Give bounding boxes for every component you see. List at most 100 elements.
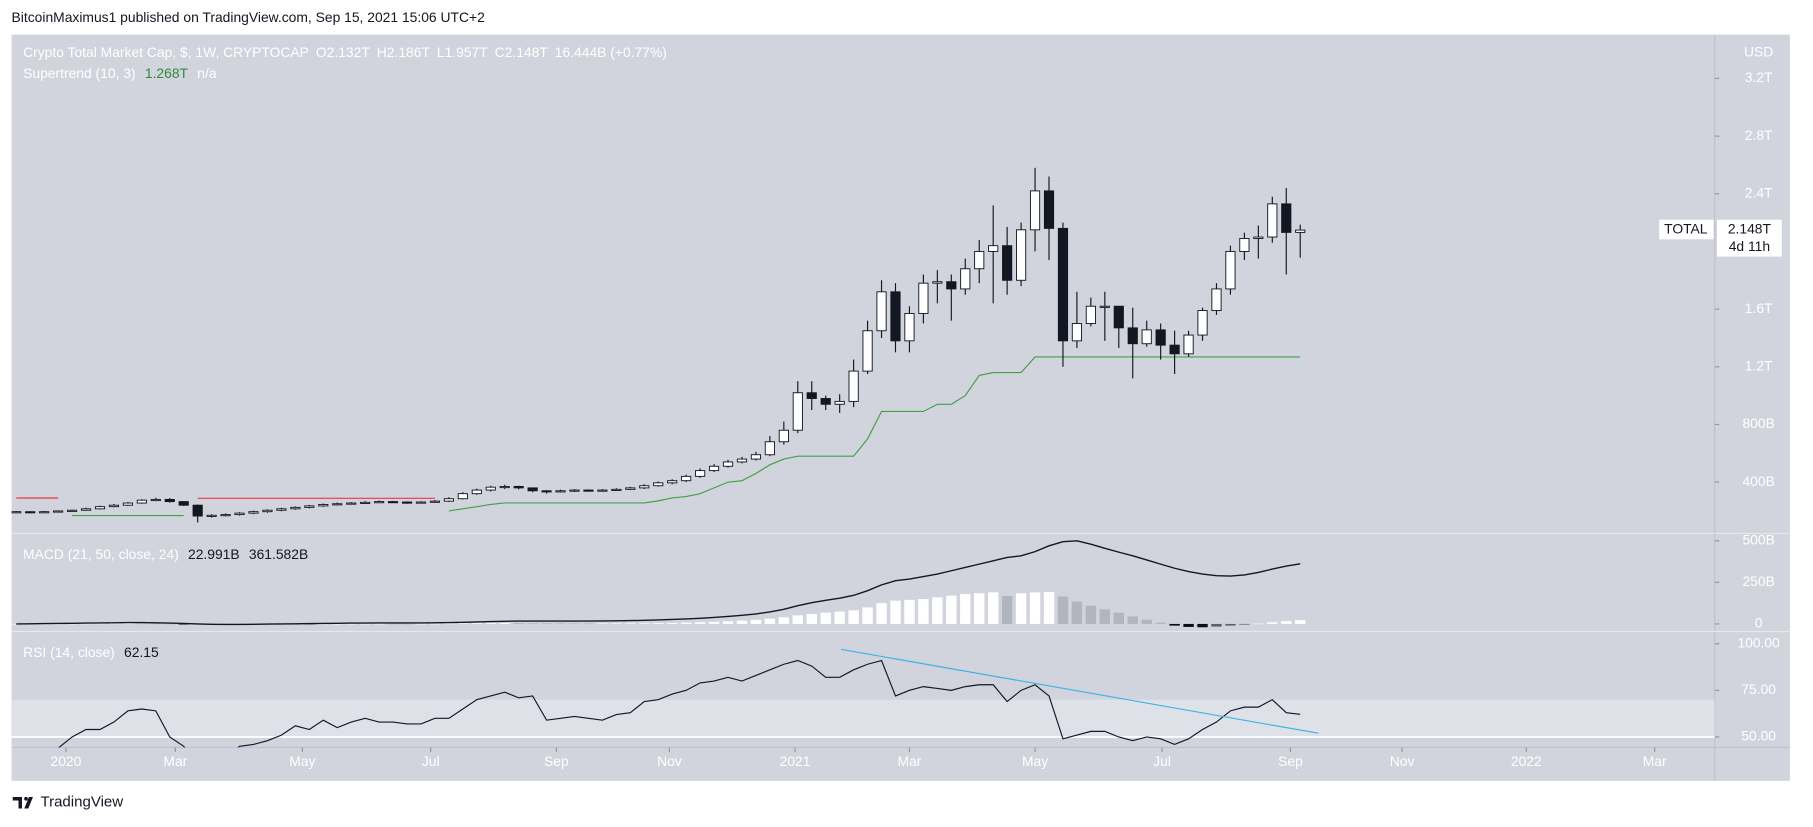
histogram-bar bbox=[722, 621, 734, 624]
candle-body bbox=[457, 493, 468, 500]
candle-body bbox=[53, 510, 64, 513]
histogram-bar bbox=[1113, 612, 1124, 624]
ohlc-key: C bbox=[495, 44, 505, 60]
histogram-bar bbox=[890, 600, 901, 624]
y-tick-label: 250B bbox=[1742, 573, 1774, 589]
histogram-bar bbox=[1155, 622, 1166, 624]
candle-body bbox=[1085, 305, 1096, 324]
candle-body bbox=[946, 281, 957, 290]
candle-body bbox=[1169, 344, 1180, 355]
histogram-bar bbox=[443, 623, 455, 625]
candle-body bbox=[1155, 329, 1166, 346]
candle-body bbox=[653, 482, 664, 487]
x-tick-label: 2020 bbox=[51, 753, 82, 769]
histogram-bar bbox=[932, 597, 943, 624]
y-tick-label: 2.4T bbox=[1745, 184, 1773, 200]
candle-body bbox=[360, 501, 371, 504]
candle-body bbox=[1183, 334, 1194, 355]
histogram-bar bbox=[1169, 623, 1180, 626]
candle-body bbox=[974, 250, 985, 270]
candle-body bbox=[332, 503, 343, 506]
axes: 2020 Mar May Jul Sep Nov 2021 Mar May Jul Sep Nov 20… bbox=[51, 69, 1782, 769]
histogram-bar bbox=[485, 623, 496, 624]
candle-body bbox=[806, 392, 817, 399]
y-tick-label: 1.6T bbox=[1745, 300, 1773, 316]
candle-body bbox=[1141, 329, 1152, 345]
change: 16.444B (+0.77%) bbox=[555, 44, 667, 60]
histogram-bar bbox=[597, 623, 608, 625]
ohlc-key: L bbox=[437, 44, 445, 60]
histogram-bar bbox=[625, 623, 636, 624]
x-tick-label: Sep bbox=[1278, 753, 1303, 769]
histogram-bar bbox=[750, 619, 762, 624]
candle-body bbox=[485, 486, 496, 491]
histogram-bar bbox=[974, 593, 985, 624]
candle-body bbox=[750, 454, 762, 460]
candle-body bbox=[192, 504, 203, 517]
candle-body bbox=[1127, 327, 1138, 345]
histogram-bar bbox=[694, 622, 706, 624]
histogram-bar bbox=[806, 613, 817, 624]
histogram-bar bbox=[332, 623, 343, 625]
rsi-value: 62.15 bbox=[124, 644, 159, 660]
price-label-box bbox=[1717, 219, 1782, 257]
candle-body bbox=[541, 490, 552, 493]
candle-body bbox=[681, 475, 692, 482]
histogram-bar bbox=[415, 623, 427, 625]
candle-body bbox=[1043, 190, 1055, 229]
candle-body bbox=[848, 370, 859, 402]
candle-body bbox=[597, 489, 608, 492]
candle-body bbox=[1113, 305, 1124, 329]
supertrend-line bbox=[72, 356, 1301, 517]
histogram-bar bbox=[1029, 592, 1041, 624]
histogram-bar bbox=[150, 623, 162, 625]
histogram-bar bbox=[555, 623, 566, 624]
candle-body bbox=[387, 501, 399, 504]
x-tick-label: Jul bbox=[422, 753, 440, 769]
y-tick-label: 1.2T bbox=[1745, 357, 1773, 373]
candle-body bbox=[108, 504, 120, 508]
ohlc-value: 2.148T bbox=[505, 44, 549, 60]
candle-body bbox=[1267, 203, 1278, 238]
y-tick-label: 500B bbox=[1742, 532, 1774, 548]
candle-body bbox=[262, 509, 273, 513]
histogram-bar bbox=[792, 615, 803, 624]
histogram-bar bbox=[471, 623, 483, 624]
histogram-bar bbox=[862, 607, 873, 624]
histogram-bar bbox=[1071, 601, 1083, 624]
candle-body bbox=[11, 511, 22, 514]
candle-body bbox=[25, 511, 36, 514]
rsi-band bbox=[11, 699, 1715, 737]
macd-title: MACD (21, 50, close, 24) bbox=[23, 545, 179, 561]
histogram-bar bbox=[1099, 609, 1111, 624]
histogram-bar bbox=[1267, 622, 1278, 624]
histogram-bar bbox=[1141, 619, 1152, 624]
histogram-bar bbox=[1253, 623, 1264, 625]
x-tick-label: Mar bbox=[1643, 753, 1667, 769]
x-tick-label: Jul bbox=[1153, 753, 1171, 769]
ohlc-value: 2.186T bbox=[387, 44, 431, 60]
candle-body bbox=[178, 501, 189, 506]
candle-body bbox=[960, 268, 971, 290]
candle-body bbox=[499, 485, 510, 489]
candle-body bbox=[415, 501, 427, 504]
x-tick-label: May bbox=[289, 753, 315, 769]
candle-body bbox=[1016, 229, 1027, 281]
histogram-bar bbox=[987, 592, 999, 624]
x-tick-label: May bbox=[1022, 753, 1048, 769]
candle-body bbox=[164, 498, 175, 503]
indicator-name: Supertrend (10, 3) bbox=[23, 64, 135, 80]
histogram-bar bbox=[80, 623, 92, 625]
indicator-value: 1.268T bbox=[145, 64, 189, 80]
histogram-bar bbox=[1211, 623, 1222, 627]
candle-body bbox=[1253, 236, 1264, 239]
ohlc-value: 2.132T bbox=[327, 44, 371, 60]
macd-pane bbox=[11, 540, 1306, 628]
histogram-bar bbox=[820, 612, 831, 624]
histogram-bar bbox=[1281, 621, 1292, 624]
candle-body bbox=[122, 502, 133, 506]
histogram-bar bbox=[513, 623, 524, 624]
attribution: BitcoinMaximus1 published on TradingView… bbox=[12, 9, 485, 25]
